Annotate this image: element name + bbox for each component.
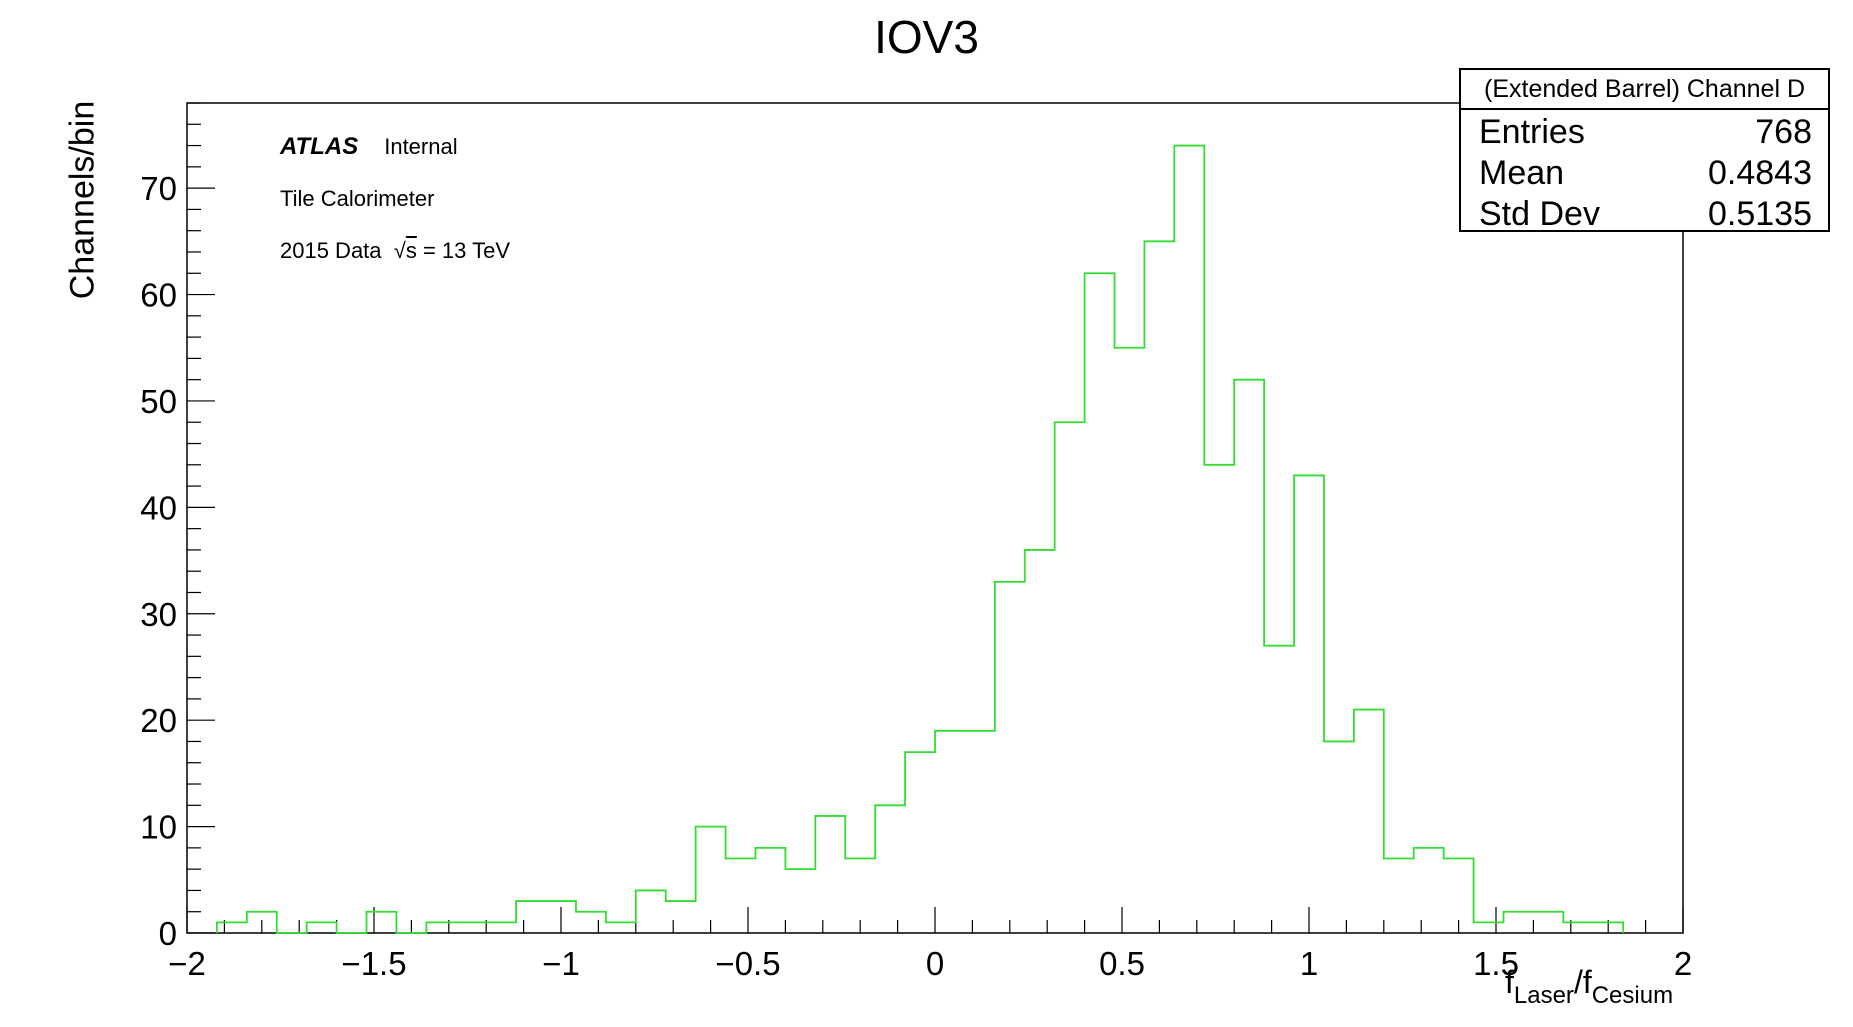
histogram-bin (1593, 922, 1623, 933)
stats-row-entries: Entries 768 (1479, 113, 1812, 151)
y-tick-label: 10 (140, 809, 177, 846)
x-tick-label: 0 (926, 945, 944, 982)
histogram-bin (1264, 646, 1294, 933)
chart-title: IOV3 (874, 11, 979, 63)
stats-box: (Extended Barrel) Channel D Entries 768 M… (1459, 68, 1830, 233)
internal-text: Internal (384, 134, 458, 159)
stats-box-title: (Extended Barrel) Channel D (1461, 70, 1828, 110)
histogram-bin (1174, 146, 1204, 933)
y-tick-label: 0 (159, 915, 177, 952)
histogram-bin (546, 901, 576, 933)
histogram-bin (1444, 859, 1474, 933)
histogram-bin (815, 816, 845, 933)
y-tick-label: 30 (140, 596, 177, 633)
histogram-bin (1503, 912, 1533, 933)
histogram-bin (1533, 912, 1563, 933)
histogram-bin (426, 922, 456, 933)
x-tick-label: −2 (168, 945, 206, 982)
histogram-bin (1234, 380, 1264, 933)
histogram-bin (1115, 348, 1145, 933)
histogram-bin (755, 848, 785, 933)
histogram-bin (217, 922, 247, 933)
histogram-bin (845, 859, 875, 933)
histogram-bin (1354, 710, 1384, 933)
histogram-bin (935, 731, 965, 933)
histogram-bin (875, 805, 905, 933)
histogram-bin (1144, 241, 1174, 933)
histogram-bin (606, 922, 636, 933)
histogram-line (216, 144, 1625, 934)
histogram-bin (1563, 922, 1593, 933)
x-axis-label: fLaser/fCesium (1505, 964, 1674, 1009)
histogram-bin (785, 869, 815, 933)
y-tick-label: 40 (140, 489, 177, 526)
y-tick-label: 20 (140, 702, 177, 739)
histogram-bin (576, 912, 606, 933)
detector-label: Tile Calorimeter (280, 186, 435, 211)
x-tick-label: −0.5 (715, 945, 780, 982)
x-tick-label: −1 (542, 945, 580, 982)
atlas-logo-text: ATLAS (280, 133, 359, 160)
histogram-bin (965, 731, 995, 933)
histogram-bin (696, 827, 726, 933)
stats-row-mean: Mean 0.4843 (1479, 154, 1812, 192)
histogram-bin (307, 922, 337, 933)
y-tick-label: 50 (140, 383, 177, 420)
histogram-bin (247, 912, 277, 933)
histogram-bin (1204, 465, 1234, 933)
x-tick-label: 0.5 (1099, 945, 1145, 982)
histogram-bin (1474, 922, 1504, 933)
atlas-label: ATLAS Internal (280, 133, 458, 161)
histogram-bin (1025, 550, 1055, 933)
y-tick-label: 70 (140, 170, 177, 207)
x-tick-label: 2 (1674, 945, 1692, 982)
energy-label: 2015 Data √s = 13 TeV (280, 238, 511, 263)
histogram-bin (726, 859, 756, 933)
y-tick-label: 60 (140, 277, 177, 314)
histogram-bin (1324, 741, 1354, 933)
x-tick-label: 1 (1300, 945, 1318, 982)
histogram-bin (1085, 273, 1115, 933)
x-tick-label: 1.5 (1473, 945, 1519, 982)
histogram-bin (995, 582, 1025, 933)
histogram-bin (456, 922, 486, 933)
stats-row-stddev: Std Dev 0.5135 (1479, 195, 1812, 233)
histogram-bin (486, 922, 516, 933)
histogram-bin (367, 912, 397, 933)
histogram-bin (636, 890, 666, 933)
histogram-bin (516, 901, 546, 933)
histogram-bin (1055, 422, 1085, 933)
histogram-bin (905, 752, 935, 933)
histogram-bin (1294, 475, 1324, 933)
histogram-bin (1414, 848, 1444, 933)
histogram-bin (666, 901, 696, 933)
x-tick-label: −1.5 (341, 945, 406, 982)
y-axis-label: Channels/bin (63, 100, 102, 300)
histogram-bin (1384, 859, 1414, 933)
